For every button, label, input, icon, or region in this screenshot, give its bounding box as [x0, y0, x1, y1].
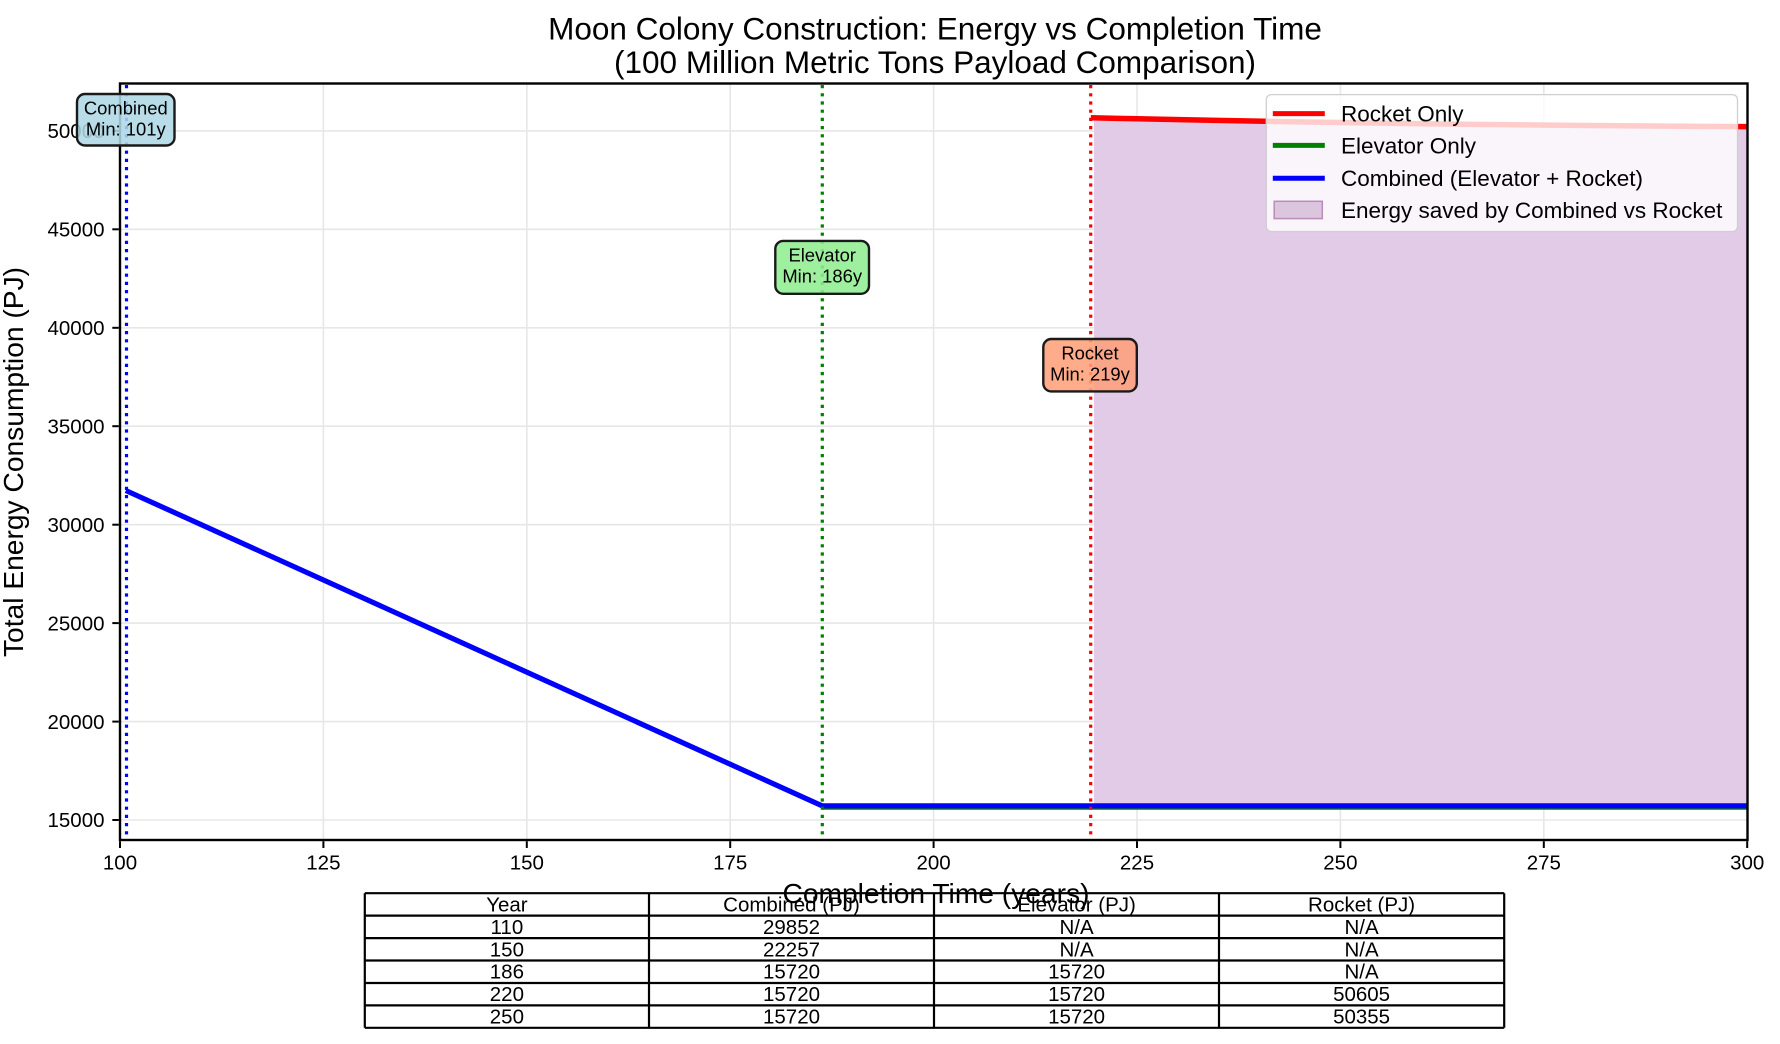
svg-text:15720: 15720: [1048, 961, 1105, 984]
svg-text:Combined (PJ): Combined (PJ): [723, 893, 860, 916]
svg-text:225: 225: [1120, 852, 1154, 875]
svg-text:250: 250: [1323, 852, 1357, 875]
svg-text:N/A: N/A: [1345, 938, 1380, 961]
svg-text:100: 100: [103, 852, 137, 875]
svg-text:150: 150: [510, 852, 544, 875]
svg-text:Combined: Combined: [84, 98, 168, 119]
svg-text:Year: Year: [486, 893, 528, 916]
svg-text:45000: 45000: [47, 219, 104, 242]
svg-text:50605: 50605: [1333, 983, 1390, 1006]
svg-text:Elevator Only: Elevator Only: [1341, 133, 1477, 158]
svg-text:50355: 50355: [1333, 1006, 1390, 1029]
svg-text:20000: 20000: [47, 711, 104, 734]
svg-text:15000: 15000: [47, 809, 104, 832]
svg-text:Rocket (PJ): Rocket (PJ): [1308, 893, 1415, 916]
svg-text:186: 186: [490, 961, 524, 984]
svg-text:15720: 15720: [763, 961, 820, 984]
svg-text:125: 125: [306, 852, 340, 875]
svg-text:15720: 15720: [763, 983, 820, 1006]
svg-text:300: 300: [1730, 852, 1764, 875]
svg-text:Moon Colony Construction: Ener: Moon Colony Construction: Energy vs Comp…: [548, 11, 1322, 47]
svg-text:110: 110: [491, 916, 524, 939]
svg-text:30000: 30000: [47, 514, 104, 537]
svg-text:15720: 15720: [1048, 1006, 1105, 1029]
svg-text:15720: 15720: [1048, 983, 1105, 1006]
svg-text:Elevator: Elevator: [788, 244, 855, 265]
svg-text:Rocket: Rocket: [1061, 343, 1118, 364]
svg-text:Rocket Only: Rocket Only: [1341, 102, 1464, 127]
svg-text:Combined (Elevator + Rocket): Combined (Elevator + Rocket): [1341, 166, 1643, 191]
svg-text:N/A: N/A: [1345, 916, 1380, 939]
svg-text:29852: 29852: [763, 916, 820, 939]
svg-text:250: 250: [490, 1006, 524, 1029]
svg-text:40000: 40000: [47, 317, 104, 340]
svg-text:200: 200: [916, 852, 950, 875]
svg-text:Min: 101y: Min: 101y: [86, 119, 167, 140]
svg-text:Elevator (PJ): Elevator (PJ): [1017, 893, 1135, 916]
svg-text:Min: 219y: Min: 219y: [1050, 363, 1131, 384]
svg-text:Min: 186y: Min: 186y: [782, 265, 863, 286]
svg-text:22257: 22257: [763, 938, 820, 961]
svg-text:N/A: N/A: [1060, 916, 1095, 939]
svg-text:175: 175: [713, 852, 747, 875]
svg-text:N/A: N/A: [1060, 938, 1095, 961]
svg-text:15720: 15720: [763, 1006, 820, 1029]
svg-text:150: 150: [490, 938, 524, 961]
svg-text:Completion Time (years): Completion Time (years): [782, 877, 1089, 909]
svg-text:35000: 35000: [47, 415, 104, 438]
svg-text:N/A: N/A: [1345, 961, 1380, 984]
svg-text:220: 220: [490, 983, 524, 1006]
svg-text:Total Energy Consumption (PJ): Total Energy Consumption (PJ): [0, 267, 29, 657]
svg-text:25000: 25000: [47, 612, 104, 635]
svg-text:275: 275: [1527, 852, 1561, 875]
svg-text:(100 Million Metric Tons Paylo: (100 Million Metric Tons Payload Compari…: [614, 44, 1256, 80]
svg-text:Energy saved by Combined vs Ro: Energy saved by Combined vs Rocket: [1341, 198, 1723, 223]
